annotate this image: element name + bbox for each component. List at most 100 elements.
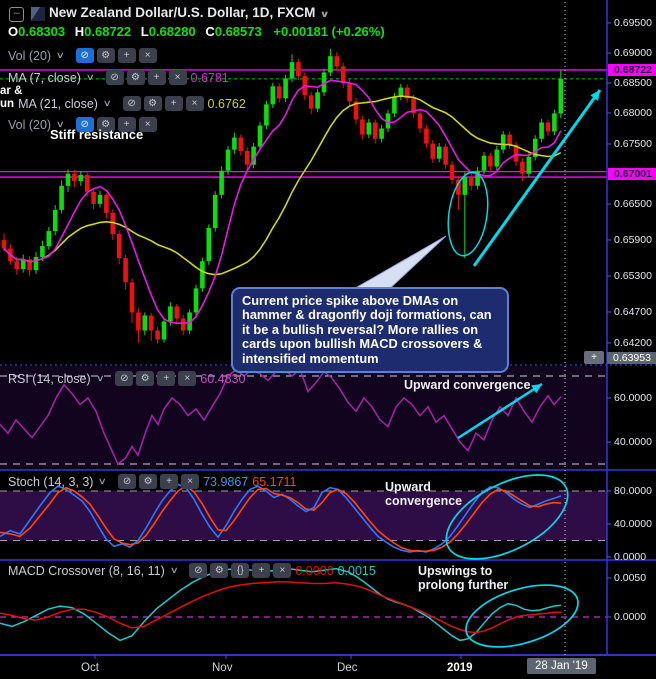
settings-gear-icon[interactable]: ⚙ [126,70,145,85]
remove-icon[interactable]: × [185,96,204,111]
annotation-fragment: ar & [0,85,23,97]
remove-icon[interactable]: × [181,474,200,489]
indicator-buttons: ⊘ ⚙ + × [75,117,157,132]
visibility-icon[interactable]: ⊘ [105,70,124,85]
add-icon[interactable]: + [117,48,136,63]
chevron-down-icon[interactable]: ∨ [95,373,105,383]
close-label: C [205,24,215,39]
vol-label: Vol (20) [8,117,52,132]
chevron-down-icon[interactable]: ∨ [102,98,112,108]
axis-price-label: 0.64700 [614,306,652,318]
axis-price-label: 0.67500 [614,138,652,150]
settings-gear-icon[interactable]: ⚙ [210,563,229,578]
settings-gear-icon[interactable]: ⚙ [143,96,162,111]
legend-stoch[interactable]: Stoch (14, 3, 3) ∨ ⊘ ⚙ + × 73.9867 65.17… [8,474,297,489]
indicator-buttons: ⊘ ⚙ + × [75,48,157,63]
legend-rsi[interactable]: RSI (14, close) ∨ ⊘ ⚙ + × 60.4830 [8,371,245,386]
visibility-icon[interactable]: ⊘ [75,117,94,132]
annotation-line: Upward [385,480,431,494]
legend-macd[interactable]: MACD Crossover (8, 16, 11) ∨ ⊘ ⚙ {} + × … [8,563,376,578]
vol-label: Vol (20) [8,48,52,63]
time-axis-label: 2019 [447,662,473,674]
chevron-down-icon[interactable]: ∨ [319,9,330,19]
add-icon[interactable]: + [147,70,166,85]
add-icon[interactable]: + [160,474,179,489]
axis-add-alert-button[interactable]: + [584,351,604,364]
source-code-icon[interactable]: {} [231,563,250,578]
indicator-buttons: ⊘ ⚙ {} + × [189,563,292,578]
add-icon[interactable]: + [157,371,176,386]
axis-price-label: 0.64200 [614,337,652,349]
remove-icon[interactable]: × [178,371,197,386]
rsi-convergence-annotation: Upward convergence [404,378,531,392]
axis-price-label: 0.63953 [607,352,656,364]
stoch-convergence-annotation: Upward convergence [385,480,462,508]
ma21-label: MA (21, close) [18,96,98,111]
axis-price-label: 0.68722 [608,64,656,76]
axis-price-label: 0.67001 [608,168,656,180]
annotation-line: convergence [385,494,463,508]
ohlc-row: O0.68303 H0.68722 L0.68280 C0.68573 +0.0… [8,24,385,39]
annotation-fragment: un [0,97,15,110]
chevron-down-icon[interactable]: ∨ [55,50,66,60]
axis-price-label: 0.66500 [614,198,652,210]
macd-axis-label: 0.0000 [614,611,647,623]
open-label: O [8,24,19,39]
indicator-buttons: ⊘ ⚙ + × [118,474,200,489]
high-value: 0.68722 [84,24,132,39]
low-value: 0.68280 [148,24,196,39]
chevron-down-icon[interactable]: ∨ [98,476,108,486]
legend-ma7[interactable]: MA (7, close) ∨ ⊘ ⚙ + × 0.6781 [8,70,229,85]
remove-icon[interactable]: × [273,563,292,578]
remove-icon[interactable]: × [138,48,157,63]
close-value: 0.68573 [214,24,262,39]
legend-vol-2[interactable]: Vol (20) ∨ ⊘ ⚙ + × [8,117,157,132]
time-axis-label: Dec [337,662,358,674]
ma7-value: 0.6781 [190,70,229,85]
settings-gear-icon[interactable]: ⚙ [136,371,155,386]
change-value: +0.00181 (+0.26%) [273,24,385,39]
chevron-down-icon[interactable]: ∨ [55,119,66,129]
ma21-value: 0.6762 [207,96,246,111]
axis-price-label: 0.68500 [614,77,652,89]
remove-icon[interactable]: × [168,70,187,85]
visibility-icon[interactable]: ⊘ [189,563,208,578]
analysis-callout-box[interactable]: Current price spike above DMAs on hammer… [231,287,509,374]
indicator-buttons: ⊘ ⚙ + × [122,96,204,111]
settings-gear-icon[interactable]: ⚙ [96,117,115,132]
stoch-k-value: 73.9867 [203,474,249,489]
chevron-down-icon[interactable]: ∨ [85,72,95,82]
stoch-label: Stoch (14, 3, 3) [8,474,94,489]
axis-price-label: 0.69500 [614,17,652,29]
stoch-d-value: 65.1711 [252,474,297,489]
high-label: H [74,24,85,39]
time-axis-label: Nov [212,662,233,674]
add-icon[interactable]: + [164,96,183,111]
remove-icon[interactable]: × [138,117,157,132]
open-value: 0.68303 [18,24,66,39]
macd-upswing-annotation: Upswings to prolong further [418,564,508,592]
visibility-icon[interactable]: ⊘ [118,474,137,489]
macd-signal-value: 0.0015 [337,563,376,578]
legend-vol-1[interactable]: Vol (20) ∨ ⊘ ⚙ + × [8,48,157,63]
add-icon[interactable]: + [117,117,136,132]
stoch-axis-label: 40.0000 [614,518,652,530]
add-icon[interactable]: + [252,563,271,578]
legend-ma21[interactable]: un MA (21, close) ∨ ⊘ ⚙ + × 0.6762 [0,96,246,111]
chevron-down-icon[interactable]: ∨ [169,565,179,575]
visibility-icon[interactable]: ⊘ [115,371,134,386]
ma7-label: MA (7, close) [8,70,81,85]
settings-gear-icon[interactable]: ⚙ [96,48,115,63]
visibility-icon[interactable]: ⊘ [122,96,141,111]
collapse-panel-icon[interactable]: – [9,7,24,22]
visibility-icon[interactable]: ⊘ [75,48,94,63]
symbol-title[interactable]: New Zealand Dollar/U.S. Dollar, 1D, FXCM… [49,5,330,20]
indicator-buttons: ⊘ ⚙ + × [115,371,197,386]
macd-axis-label: 0.0050 [614,572,647,584]
indicator-buttons: ⊘ ⚙ + × [105,70,187,85]
settings-gear-icon[interactable]: ⚙ [139,474,158,489]
symbol-title-text: New Zealand Dollar/U.S. Dollar, 1D, FXCM [49,5,316,20]
time-axis-label: Oct [81,662,99,674]
